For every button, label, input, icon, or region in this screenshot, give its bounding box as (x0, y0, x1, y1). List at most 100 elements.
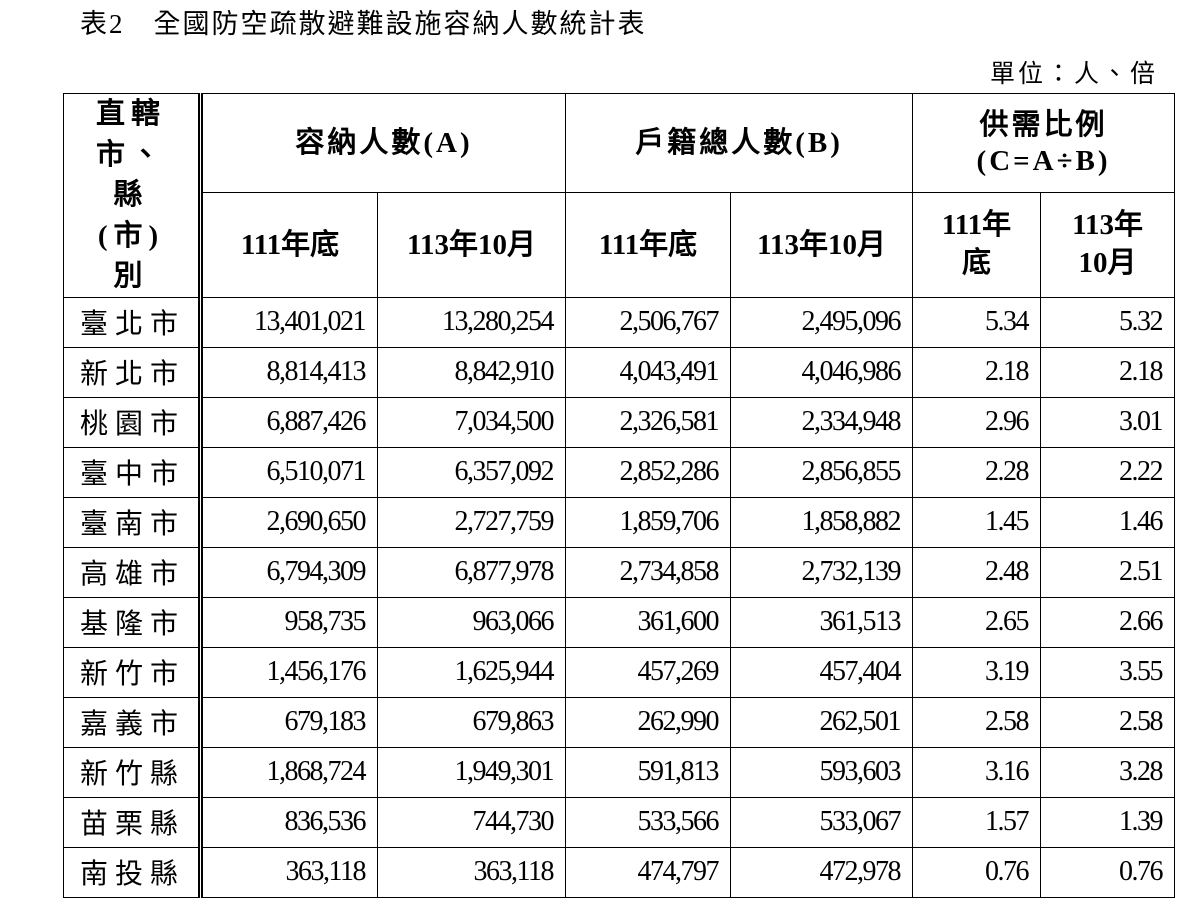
value-cell: 474,797 (565, 846, 732, 898)
value-cell: 6,794,309 (200, 546, 378, 598)
region-cell: 南投縣 (63, 846, 203, 898)
header-cell: 供需比例(C=A÷B) (912, 92, 1176, 194)
value-cell: 1.57 (912, 796, 1042, 848)
table-row: 苗栗縣 836,536 744,730 533,566 533,067 1.57 1.39 (63, 796, 1176, 848)
value-cell: 533,067 (730, 796, 914, 848)
value-cell: 836,536 (200, 796, 378, 848)
value-cell: 3.55 (1040, 646, 1176, 698)
value-cell: 1.45 (912, 496, 1042, 548)
value-cell: 0.76 (912, 846, 1042, 898)
value-cell: 472,978 (730, 846, 914, 898)
value-cell: 457,404 (730, 646, 914, 698)
value-cell: 2,495,096 (730, 296, 914, 348)
value-cell: 8,814,413 (200, 346, 378, 398)
table-row: 臺北市 13,401,021 13,280,254 2,506,767 2,495,09… (63, 296, 1176, 348)
value-cell: 2.66 (1040, 596, 1176, 648)
table-row: 臺中市 6,510,071 6,357,092 2,852,286 2,856,855 2… (63, 446, 1176, 498)
value-cell: 5.32 (1040, 296, 1176, 348)
value-cell: 361,513 (730, 596, 914, 648)
region-cell: 臺北市 (63, 296, 203, 348)
value-cell: 3.01 (1040, 396, 1176, 448)
value-cell: 679,183 (200, 696, 378, 748)
value-cell: 2,727,759 (376, 496, 567, 548)
value-cell: 4,046,986 (730, 346, 914, 398)
value-cell: 457,269 (565, 646, 732, 698)
value-cell: 533,566 (565, 796, 732, 848)
value-cell: 2.22 (1040, 446, 1176, 498)
region-cell: 臺南市 (63, 496, 203, 548)
table-title: 表2 全國防空疏散避難設施容納人數統計表 (80, 9, 647, 39)
header-text: 111年底 (941, 209, 1012, 280)
value-cell: 2.65 (912, 596, 1042, 648)
table-row: 新北市 8,814,413 8,842,910 4,043,491 4,046,986 2… (63, 346, 1176, 398)
header-cell: 容納人數(A) (199, 92, 567, 194)
value-cell: 6,877,978 (376, 546, 567, 598)
value-cell: 963,066 (376, 596, 567, 648)
header-cell: 111年底 (912, 192, 1042, 298)
header-text: 供需比例(C=A÷B) (976, 108, 1111, 178)
header-text: 直轄市、縣(市)別 (95, 98, 166, 293)
value-cell: 13,401,021 (200, 296, 378, 348)
value-cell: 591,813 (565, 746, 732, 798)
value-cell: 1,625,944 (376, 646, 567, 698)
value-cell: 1,868,724 (200, 746, 378, 798)
value-cell: 1.46 (1040, 496, 1176, 548)
value-cell: 2,506,767 (565, 296, 732, 348)
value-cell: 2,734,858 (565, 546, 732, 598)
value-cell: 679,863 (376, 696, 567, 748)
region-cell: 嘉義市 (63, 696, 203, 748)
value-cell: 6,510,071 (200, 446, 378, 498)
header-text: 111年底 (598, 228, 698, 261)
region-cell: 高雄市 (63, 546, 203, 598)
table-row: 新竹市 1,456,176 1,625,944 457,269 457,404 3.19 3… (63, 646, 1176, 698)
value-cell: 2.18 (912, 346, 1042, 398)
value-cell: 1,859,706 (565, 496, 732, 548)
value-cell: 1,858,882 (730, 496, 914, 548)
region-cell: 新北市 (63, 346, 203, 398)
value-cell: 1,949,301 (376, 746, 567, 798)
value-cell: 2,852,286 (565, 446, 732, 498)
value-cell: 363,118 (376, 846, 567, 898)
region-cell: 新竹縣 (63, 746, 203, 798)
table-row: 南投縣 363,118 363,118 474,797 472,978 0.76 0.76 (63, 846, 1176, 898)
value-cell: 744,730 (376, 796, 567, 848)
value-cell: 2,334,948 (730, 396, 914, 448)
value-cell: 958,735 (200, 596, 378, 648)
value-cell: 2,732,139 (730, 546, 914, 598)
data-table: 直轄市、縣(市)別 容納人數(A) 戶籍總人數(B) 供需比例(C=A÷B) 1… (63, 92, 1176, 898)
region-cell: 基隆市 (63, 596, 203, 648)
value-cell: 361,600 (565, 596, 732, 648)
value-cell: 2,856,855 (730, 446, 914, 498)
region-cell: 臺中市 (63, 446, 203, 498)
header-text: 113年10月 (757, 228, 886, 261)
region-cell: 苗栗縣 (63, 796, 203, 848)
header-text: 113年10月 (1072, 209, 1143, 280)
value-cell: 262,990 (565, 696, 732, 748)
value-cell: 2.51 (1040, 546, 1176, 598)
value-cell: 5.34 (912, 296, 1042, 348)
header-cell: 113年10月 (376, 192, 567, 298)
table-row: 新竹縣 1,868,724 1,949,301 591,813 593,603 3.16 3… (63, 746, 1176, 798)
region-cell: 桃園市 (63, 396, 203, 448)
region-cell: 新竹市 (63, 646, 203, 698)
value-cell: 363,118 (200, 846, 378, 898)
page: {"title":"表2 全國防空疏散避難設施容納人數統計表", "unit":… (63, 9, 1176, 898)
value-cell: 1.39 (1040, 796, 1176, 848)
header-cell: 111年底 (565, 192, 732, 298)
value-cell: 2,326,581 (565, 396, 732, 448)
value-cell: 6,887,426 (200, 396, 378, 448)
value-cell: 2.58 (1040, 696, 1176, 748)
table-row: 基隆市 958,735 963,066 361,600 361,513 2.65 2.66 (63, 596, 1176, 648)
value-cell: 8,842,910 (376, 346, 567, 398)
value-cell: 4,043,491 (565, 346, 732, 398)
value-cell: 2.18 (1040, 346, 1176, 398)
document: 表2 全國防空疏散避難設施容納人數統計表 單位：人、倍 直轄市、縣(市)別 容納… (63, 9, 1176, 898)
header-text: 容納人數(A) (295, 126, 473, 159)
value-cell: 2.48 (912, 546, 1042, 598)
header-cell: 113年10月 (1040, 192, 1176, 298)
value-cell: 3.19 (912, 646, 1042, 698)
table-row: 桃園市 6,887,426 7,034,500 2,326,581 2,334,948 2… (63, 396, 1176, 448)
table-row: 高雄市 6,794,309 6,877,978 2,734,858 2,732,139 2… (63, 546, 1176, 598)
header-cell: 111年底 (200, 192, 378, 298)
header-cell: 直轄市、縣(市)別 (63, 93, 203, 298)
